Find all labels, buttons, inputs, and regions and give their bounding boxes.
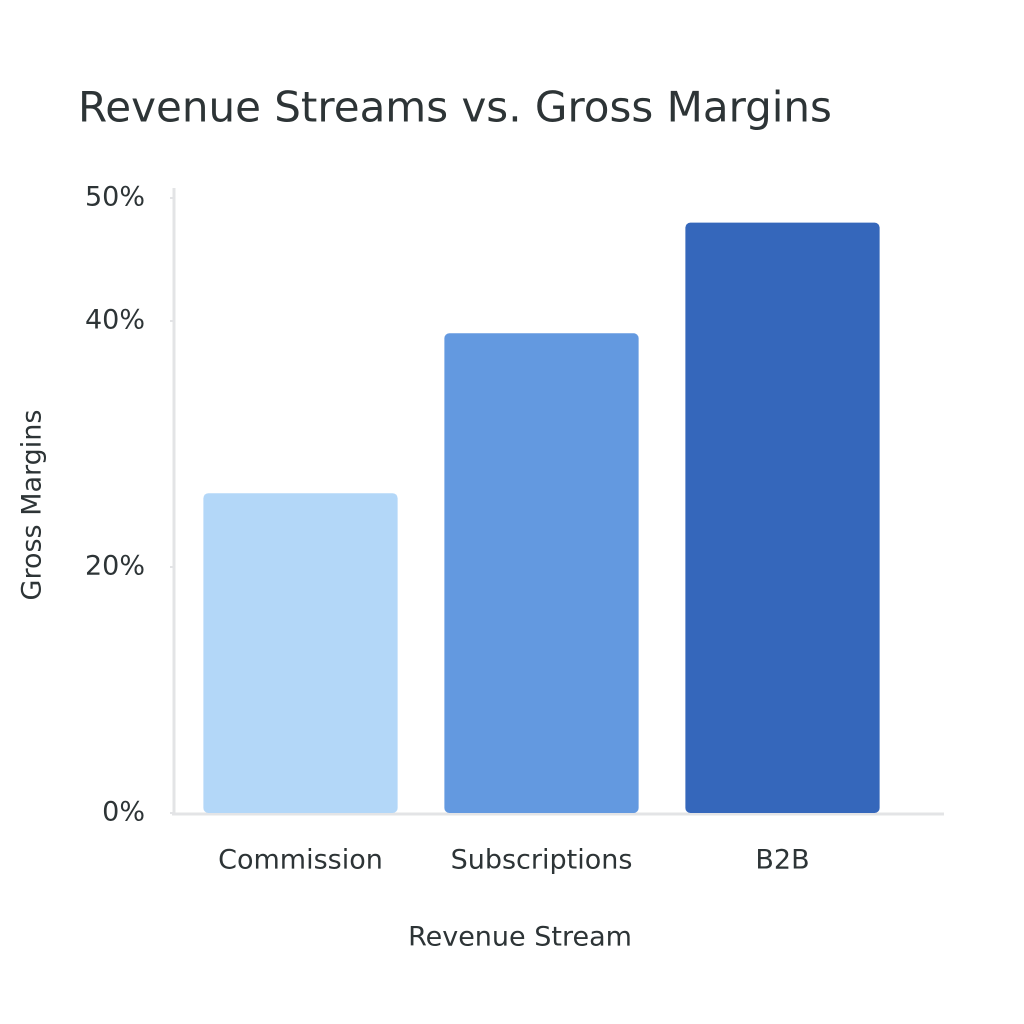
y-tick-label: 50% (85, 182, 145, 213)
bar (685, 222, 880, 814)
x-tick-label: B2B (755, 845, 809, 876)
bar (444, 333, 639, 813)
bar (203, 493, 398, 813)
x-tick-label: Commission (218, 845, 383, 876)
y-tick-label: 40% (85, 305, 145, 336)
y-axis-title: Gross Margins (17, 410, 48, 601)
x-tick-label: Subscriptions (451, 845, 633, 876)
x-axis-title: Revenue Stream (408, 922, 632, 953)
y-tick-label: 0% (102, 797, 145, 828)
chart-title: Revenue Streams vs. Gross Margins (78, 83, 832, 132)
y-tick-label: 20% (85, 551, 145, 582)
